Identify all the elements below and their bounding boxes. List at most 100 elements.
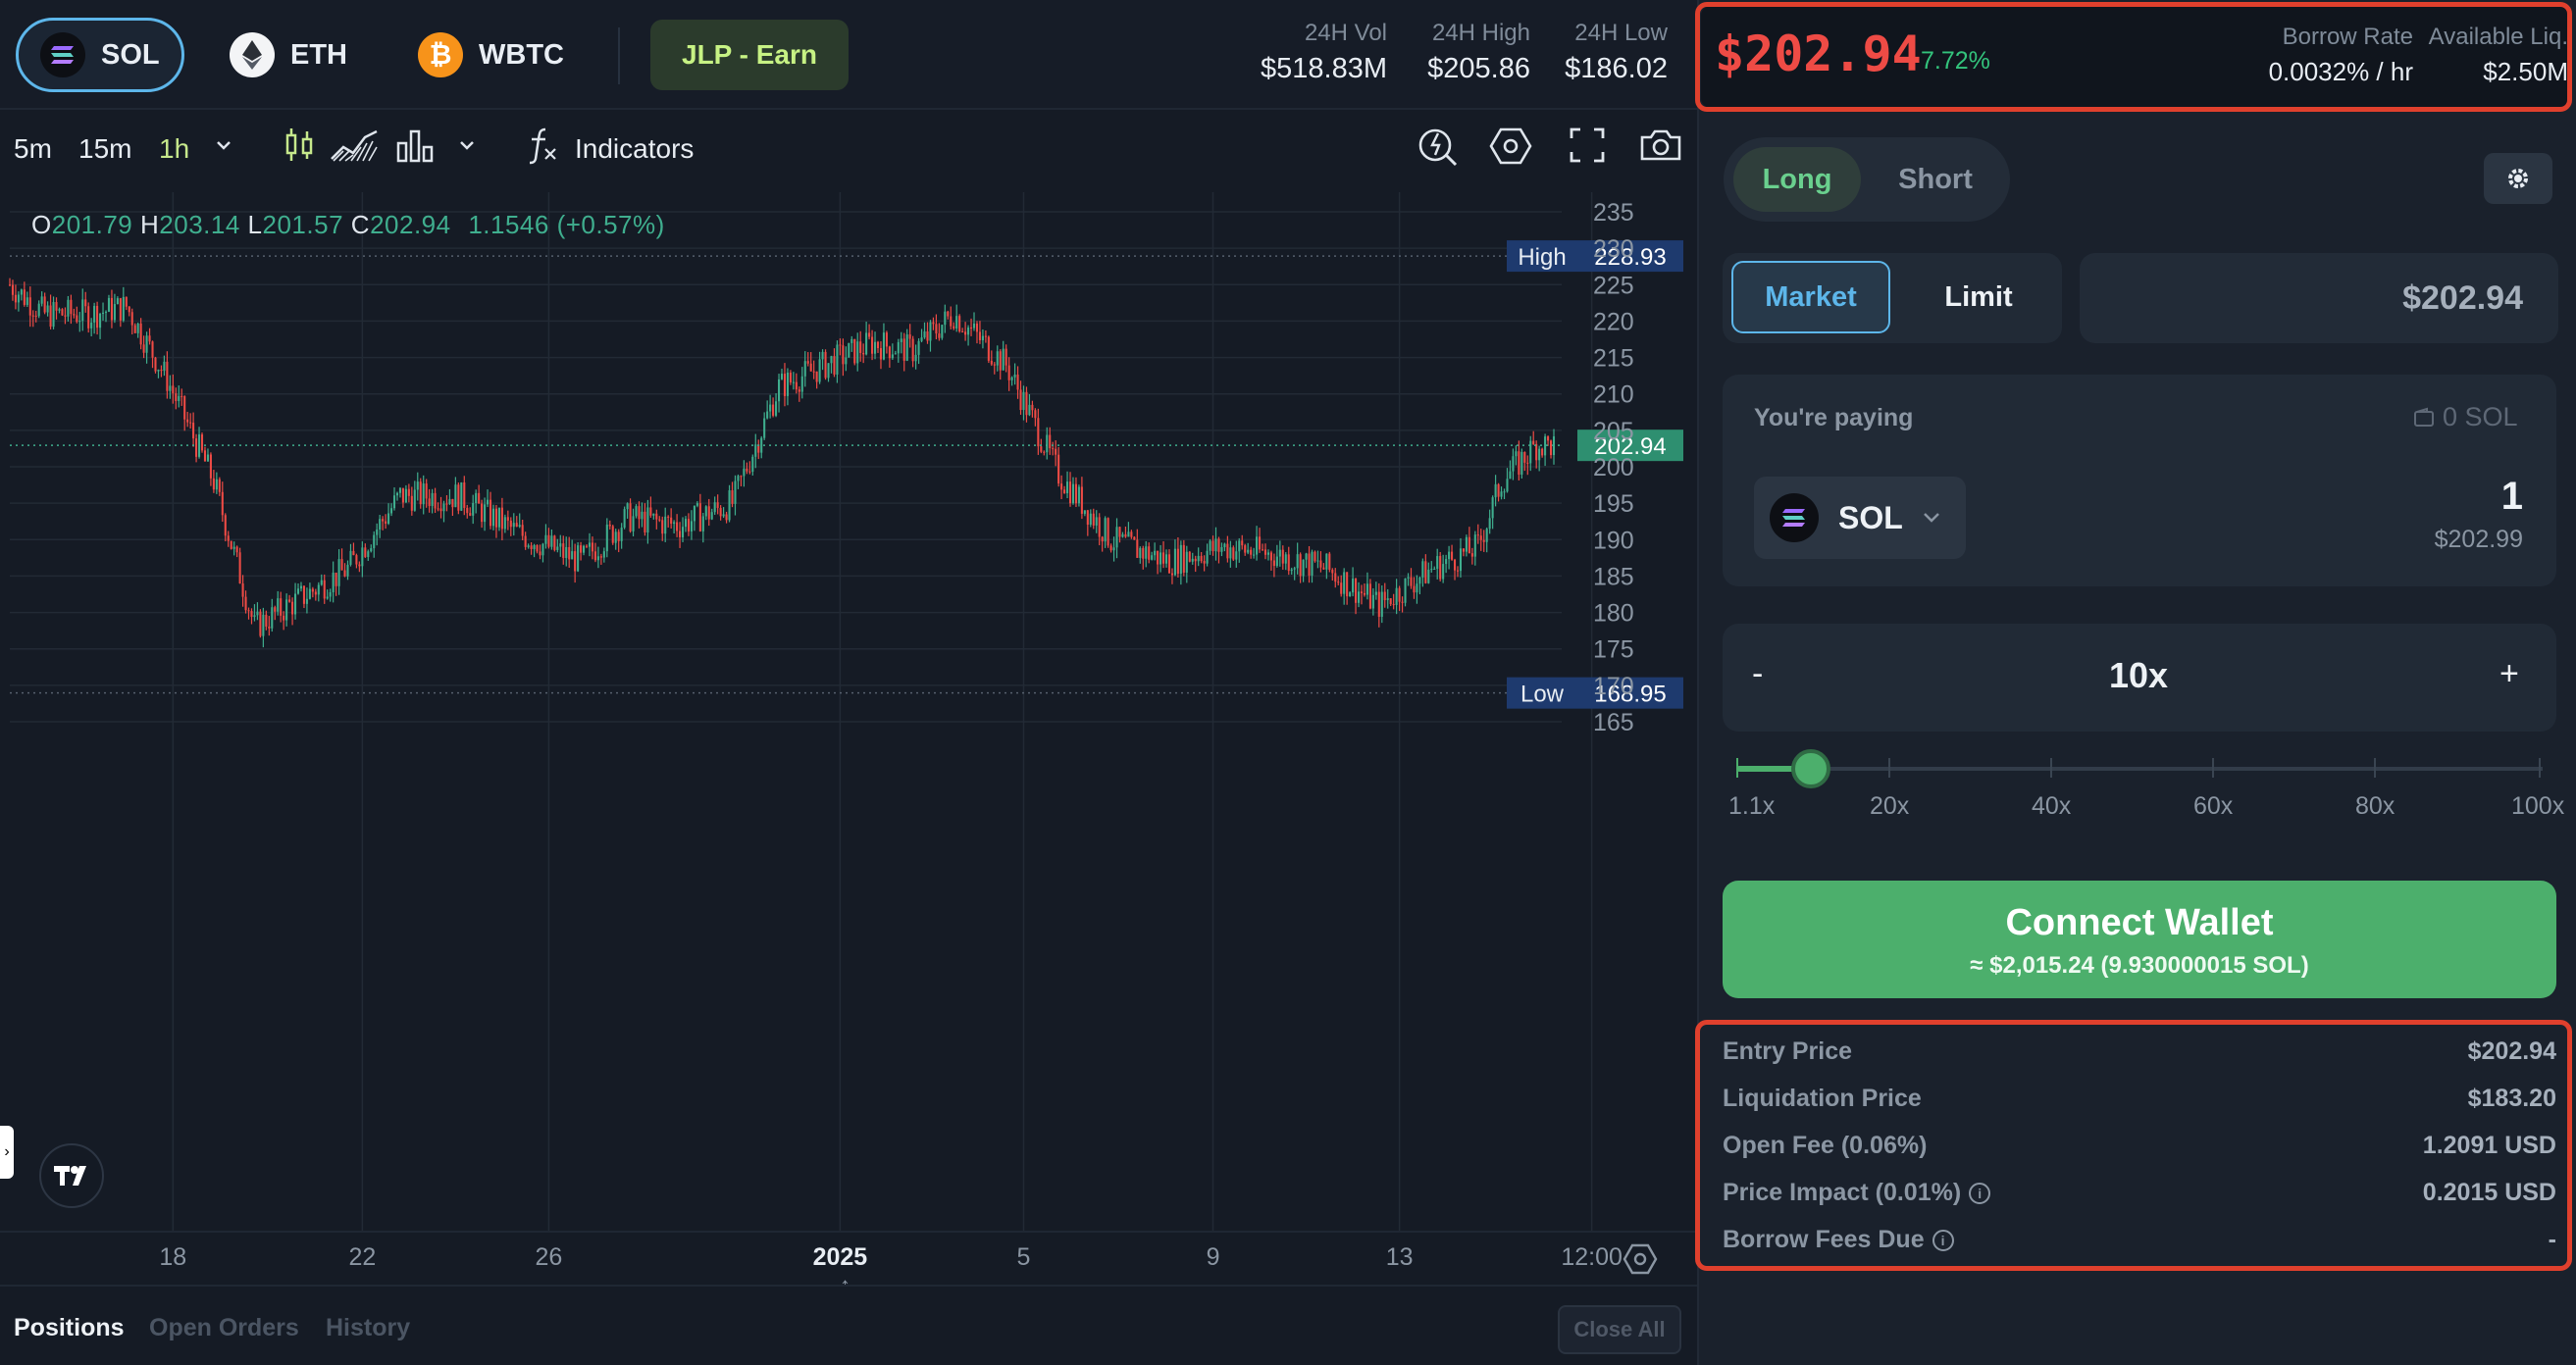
leverage-slider-track[interactable]: [1736, 767, 2543, 771]
candle-body: [1433, 569, 1436, 571]
candle-body: [772, 404, 775, 416]
slider-label: 20x: [1870, 792, 1910, 820]
candle-body: [250, 611, 253, 618]
camera-icon[interactable]: [1638, 126, 1683, 170]
candlestick-icon[interactable]: [283, 126, 316, 170]
candle-body: [1529, 440, 1532, 464]
limit-button[interactable]: Limit: [1944, 280, 2013, 313]
candle-body: [623, 509, 626, 529]
candle-body: [602, 551, 605, 558]
candle-body: [1002, 348, 1005, 371]
candle-body: [850, 338, 853, 343]
long-button[interactable]: Long: [1733, 147, 1861, 212]
connect-wallet-button[interactable]: Connect Wallet ≈ $2,015.24 (9.930000015 …: [1723, 881, 2556, 998]
candle-body: [871, 336, 874, 354]
candle-body: [308, 588, 311, 599]
candle-body: [329, 591, 332, 597]
candle-body: [320, 580, 323, 585]
asset-tab-sol[interactable]: SOL: [16, 18, 184, 92]
asset-tab-wbtc[interactable]: ₿ WBTC: [396, 18, 589, 92]
axis-settings-icon[interactable]: [1623, 1241, 1658, 1282]
token-selector[interactable]: SOL: [1754, 477, 1966, 559]
candle-body: [684, 519, 688, 528]
timeframe-5m[interactable]: 5m: [14, 133, 52, 164]
timeframe-15m[interactable]: 15m: [78, 133, 132, 164]
pay-amount-input[interactable]: 1: [2500, 475, 2523, 518]
leverage-increase-button[interactable]: +: [2499, 655, 2519, 692]
available-liquidity: Available Liq. $2.50M: [2405, 24, 2568, 87]
candle-body: [993, 364, 996, 366]
candle-body: [614, 531, 617, 543]
candle-body: [506, 517, 509, 521]
settings-gear-icon[interactable]: [2484, 153, 2552, 204]
candle-body: [425, 483, 428, 499]
chart-type-dropdown-icon[interactable]: [455, 137, 479, 158]
candle-body: [1098, 517, 1101, 537]
function-icon[interactable]: [526, 126, 561, 170]
candle-body: [1506, 479, 1509, 492]
order-price-field[interactable]: $202.94: [2080, 253, 2558, 343]
stat-24h-low: 24H Low $186.02: [1546, 20, 1668, 85]
candle-body: [1395, 587, 1398, 605]
market-button[interactable]: Market: [1731, 261, 1890, 333]
area-chart-icon[interactable]: [330, 126, 379, 170]
candle-body: [783, 374, 787, 396]
high-marker-value: 228.93: [1594, 244, 1666, 271]
tab-open-orders[interactable]: Open Orders: [149, 1314, 299, 1341]
y-axis-label: 210: [1593, 381, 1634, 409]
candle-body: [390, 508, 393, 514]
candle-body: [1179, 544, 1182, 575]
asset-tab-eth[interactable]: ETH: [208, 18, 365, 92]
candle-body: [1031, 404, 1034, 411]
candle-body: [539, 551, 541, 556]
bar-chart-icon[interactable]: [394, 126, 438, 170]
candle-body: [1302, 559, 1305, 577]
candle-body: [550, 535, 553, 547]
candle-body: [358, 564, 361, 567]
close-all-button[interactable]: Close All: [1558, 1305, 1681, 1354]
timeframe-dropdown-icon[interactable]: [212, 137, 235, 158]
tradingview-logo-icon[interactable]: [39, 1143, 104, 1208]
price-chart[interactable]: High 228.93 Low 168.95 202.94 235 230 225 220 21…: [0, 192, 1697, 1281]
y-axis-label: 165: [1593, 709, 1634, 736]
fullscreen-icon[interactable]: [1568, 126, 1607, 170]
candle-body: [1028, 404, 1031, 416]
detail-value: $183.20: [2467, 1085, 2556, 1112]
leverage-decrease-button[interactable]: -: [1752, 655, 1764, 692]
timeframe-1h[interactable]: 1h: [159, 133, 190, 164]
leverage-slider-thumb[interactable]: [1791, 749, 1830, 788]
candle-body: [1182, 544, 1185, 573]
candle-body: [734, 480, 737, 504]
candle-body: [885, 332, 888, 347]
sidebar-toggle-handle[interactable]: ›: [0, 1126, 14, 1179]
candle-body: [218, 479, 221, 492]
high-marker-label: High: [1518, 244, 1566, 271]
candle-body: [247, 610, 250, 612]
candle-body: [1319, 560, 1322, 568]
indicators-button[interactable]: Indicators: [575, 133, 695, 164]
info-icon[interactable]: i: [1969, 1183, 1991, 1205]
tab-history[interactable]: History: [326, 1314, 411, 1341]
candle-body: [376, 529, 379, 535]
candle-body: [1470, 553, 1473, 557]
y-axis-label: 190: [1593, 527, 1634, 554]
candle-body: [795, 381, 798, 390]
candle-body: [241, 583, 244, 597]
tab-positions[interactable]: Positions: [14, 1314, 125, 1341]
candle-body: [693, 505, 696, 522]
candle-body: [1194, 558, 1197, 562]
ohlc-change: 1.1546 (+0.57%): [468, 210, 665, 239]
info-icon[interactable]: i: [1932, 1230, 1954, 1252]
candle-body: [116, 298, 119, 305]
candle-body: [1068, 481, 1072, 504]
settings-hex-icon[interactable]: [1489, 126, 1532, 172]
candle-body: [800, 376, 803, 392]
replay-icon[interactable]: [1417, 126, 1460, 172]
short-button[interactable]: Short: [1898, 163, 1973, 195]
jlp-earn-button[interactable]: JLP - Earn: [650, 20, 849, 90]
candle-body: [407, 488, 410, 496]
candle-body: [1173, 548, 1176, 576]
candle-body: [638, 506, 641, 520]
candle-body: [521, 525, 524, 536]
